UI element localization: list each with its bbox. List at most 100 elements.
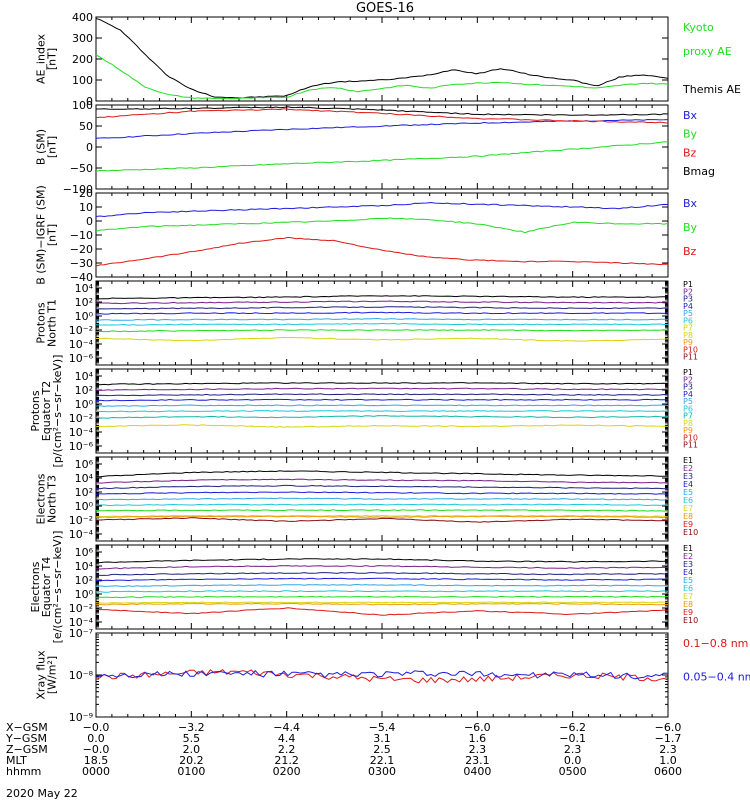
- bsm-ytick-label: −50: [70, 162, 93, 175]
- p1-ytick-label: 10⁻⁶: [69, 352, 94, 365]
- footer-value: −6.0: [654, 721, 682, 734]
- footer-value: 3.1: [373, 732, 391, 745]
- e4-legend-label: E5: [683, 576, 693, 585]
- footer-value: 0300: [368, 765, 396, 778]
- ae-ytick-label: 400: [72, 11, 93, 24]
- p2-legend-label: P6: [683, 404, 693, 413]
- p2-ylabel: Protons: [29, 390, 42, 431]
- p2-ytick-label: 10²: [75, 384, 93, 397]
- e3-series-line: [95, 478, 669, 484]
- bsm-legend-label: Bz: [683, 146, 697, 159]
- e4-legend-label: E1: [683, 544, 693, 553]
- p2-legend-label: P11: [683, 441, 698, 450]
- p1-ylabel: North T1: [46, 299, 59, 347]
- footer-value: −0.0: [82, 743, 110, 756]
- bsm-ytick-label: 100: [72, 99, 93, 112]
- footer-value: −3.2: [177, 721, 205, 734]
- p2-ylabel: Equator T2: [40, 381, 53, 441]
- footer-value: 2.2: [277, 743, 296, 756]
- e4-ytick-label: 10⁻⁴: [69, 616, 94, 629]
- p1-series-line: [95, 317, 669, 321]
- e3-ytick-label: 10⁴: [75, 472, 94, 485]
- e3-series-line: [96, 470, 669, 478]
- bigrf-ytick-label: −20: [70, 243, 93, 256]
- bsm-series-line: [95, 118, 669, 139]
- footer-value: 0.0: [563, 754, 582, 767]
- footer-value: −0.1: [559, 732, 587, 745]
- e3-series-line: [95, 509, 669, 512]
- date-label: 2020 May 22: [6, 787, 78, 800]
- p2-series-line: [95, 387, 669, 391]
- p1-series-line: [96, 300, 669, 305]
- e3-legend-label: E4: [683, 480, 693, 489]
- p2-series-line: [95, 424, 669, 428]
- footer-value: 0200: [272, 765, 301, 778]
- bsm-ylabel: B (SM): [35, 129, 48, 165]
- footer-value: 2.0: [182, 743, 201, 756]
- p2-series-line: [95, 398, 669, 402]
- ae-ytick-label: 100: [72, 74, 93, 87]
- bigrf-legend-label: Bz: [683, 245, 697, 258]
- bsm-ylabel: [nT]: [46, 136, 59, 158]
- p2-legend-label: P7: [683, 412, 693, 421]
- p1-series-line: [95, 322, 668, 326]
- xray-legend-label: 0.05−0.4 nm: [683, 671, 750, 684]
- p1-legend-label: P4: [683, 302, 693, 311]
- e3-ytick-label: 10⁶: [75, 458, 94, 471]
- e4-legend-label: E2: [683, 552, 693, 561]
- bigrf-series-line: [95, 217, 669, 234]
- p1-ytick-label: 10⁰: [75, 310, 94, 323]
- p1-series-line: [95, 295, 668, 300]
- footer-row-label: Y−GSM: [6, 732, 47, 745]
- bigrf-ylabel: [nT]: [46, 224, 59, 246]
- bsm-series-line: [95, 141, 669, 172]
- ae-ytick-label: 300: [72, 32, 93, 45]
- footer-value: 2.5: [373, 743, 391, 756]
- e3-series-line: [95, 491, 669, 495]
- p2-ytick-label: 10⁻²: [69, 412, 93, 425]
- footer-value: 0.0: [87, 732, 105, 745]
- e4-legend-label: E7: [683, 592, 693, 601]
- bsm-legend-label: By: [683, 128, 698, 141]
- e3-legend-label: E6: [683, 496, 693, 505]
- p2-ytick-label: 10⁴: [75, 370, 94, 383]
- p2-legend-label: P3: [683, 383, 693, 392]
- xray-ytick-label: 10⁻⁸: [69, 669, 94, 682]
- footer-value: 4.4: [277, 732, 296, 745]
- footer-value: 0500: [558, 765, 587, 778]
- p1-legend-label: P10: [683, 345, 698, 354]
- xray-legend-label: 0.1−0.8 nm: [683, 637, 748, 650]
- p1-legend-label: P3: [683, 295, 693, 304]
- footer-value: 20.2: [179, 754, 204, 767]
- bigrf-ylabel: B (SM)−IGRF (SM): [35, 185, 48, 285]
- e4-series-line: [95, 565, 669, 570]
- footer-value: 23.1: [465, 754, 490, 767]
- p2-ytick-label: 10⁻⁶: [69, 440, 94, 453]
- footer-value: 1.0: [659, 754, 677, 767]
- bsm-ytick-label: 0: [86, 141, 93, 154]
- p1-legend-label: P11: [683, 353, 698, 362]
- footer-value: 0400: [463, 765, 492, 778]
- bigrf-ytick-label: 0: [86, 215, 93, 228]
- ae-ylabel: [nT]: [46, 48, 59, 70]
- p2-legend-label: P8: [683, 419, 693, 428]
- e4-legend-label: E9: [683, 608, 693, 617]
- e3-legend-label: E1: [683, 456, 693, 465]
- e4-series-line: [95, 590, 669, 593]
- p1-legend-label: P6: [683, 316, 693, 325]
- xray-ytick-label: 10⁻⁷: [69, 627, 93, 640]
- e3-ylabel: Electrons: [35, 473, 48, 524]
- footer-value: 1.6: [468, 732, 487, 745]
- bsm-series-line: [95, 108, 669, 124]
- p1-series-line: [95, 329, 669, 333]
- p1-legend-label: P1: [683, 280, 693, 289]
- ae-legend-label: proxy AE: [683, 45, 732, 58]
- p1-ytick-label: 10⁻²: [69, 324, 93, 337]
- footer-row-label: Z−GSM: [6, 743, 48, 756]
- e4-series-line: [95, 558, 669, 564]
- footer-value: −5.4: [368, 721, 396, 734]
- e4-legend-label: E6: [683, 584, 693, 593]
- bigrf-ytick-label: 20: [79, 187, 93, 200]
